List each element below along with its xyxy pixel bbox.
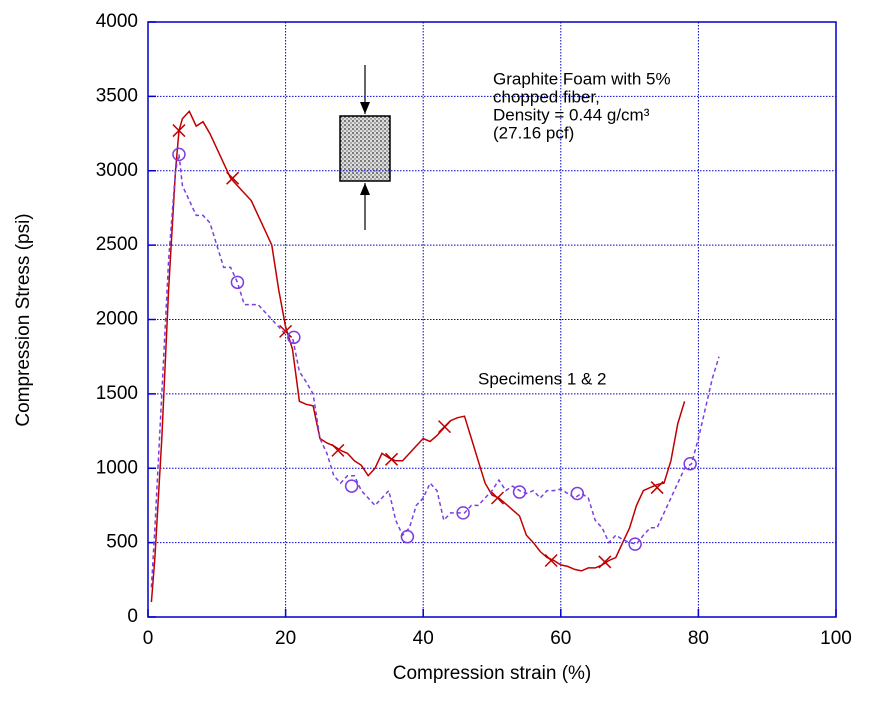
x-tick-label: 100 bbox=[820, 628, 852, 649]
y-tick-label: 3000 bbox=[96, 160, 138, 181]
marker-x bbox=[331, 443, 345, 457]
annotation: chopped fiber, bbox=[493, 87, 600, 106]
annotation: Specimens 1 & 2 bbox=[478, 369, 607, 388]
y-tick-label: 500 bbox=[106, 532, 138, 553]
marker-circle bbox=[683, 457, 697, 471]
series-line bbox=[150, 154, 720, 588]
x-tick-label: 60 bbox=[550, 628, 571, 649]
marker-x bbox=[385, 452, 399, 466]
y-tick-label: 4000 bbox=[96, 11, 138, 32]
marker-x bbox=[279, 324, 293, 338]
marker-x bbox=[544, 553, 558, 568]
x-tick-label: 0 bbox=[143, 628, 154, 649]
marker-x bbox=[490, 491, 505, 505]
marker-circle bbox=[287, 330, 301, 345]
marker-circle bbox=[628, 537, 642, 551]
x-tick-label: 40 bbox=[413, 628, 434, 649]
marker-circle bbox=[344, 479, 359, 493]
series-line bbox=[150, 109, 686, 603]
marker-circle bbox=[400, 529, 415, 544]
x-axis-label: Compression strain (%) bbox=[393, 663, 592, 684]
y-tick-label: 1500 bbox=[96, 383, 138, 404]
annotation: Graphite Foam with 5% bbox=[493, 69, 671, 88]
marker-circle bbox=[456, 506, 470, 520]
y-tick-label: 2000 bbox=[96, 309, 138, 330]
annotation: Density = 0.44 g/cm³ bbox=[493, 105, 650, 124]
marker-x bbox=[598, 555, 612, 569]
plot-frame bbox=[147, 21, 837, 618]
marker-x bbox=[172, 124, 186, 138]
x-tick-label: 20 bbox=[275, 628, 296, 649]
specimen-icon bbox=[339, 65, 391, 230]
marker-circle bbox=[230, 275, 245, 290]
x-tick-label: 80 bbox=[688, 628, 709, 649]
marker-x bbox=[437, 420, 452, 434]
y-tick-label: 1000 bbox=[96, 457, 138, 478]
marker-circle bbox=[512, 485, 527, 499]
marker-circle bbox=[570, 486, 585, 501]
y-tick-label: 0 bbox=[127, 606, 138, 627]
marker-x bbox=[226, 171, 240, 185]
y-axis-label: Compression Stress (psi) bbox=[13, 213, 34, 426]
annotation: (27.16 pcf) bbox=[493, 123, 574, 142]
y-tick-label: 3500 bbox=[96, 85, 138, 106]
marker-x bbox=[650, 481, 664, 495]
marker-circle bbox=[172, 147, 186, 162]
y-tick-label: 2500 bbox=[96, 234, 138, 255]
